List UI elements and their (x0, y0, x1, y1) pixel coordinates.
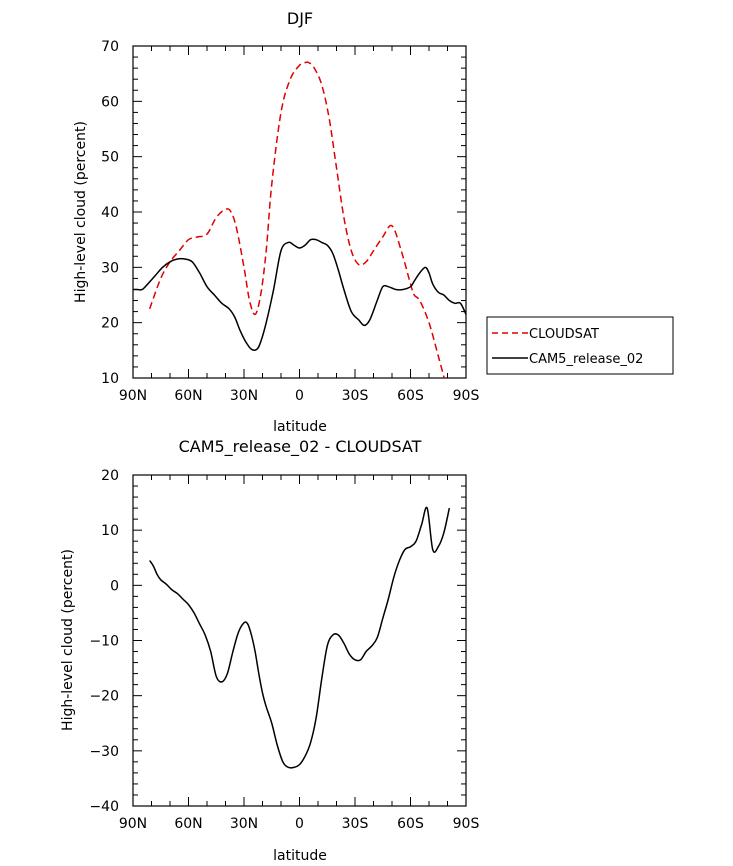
top-panel: DJF 90N 60N 30N 0 30S 60S 90S 10 20 30 40 50 60 70 l… (73, 9, 479, 435)
top-series-line-cloudsat (148, 61, 445, 378)
bottom-panel: CAM5_release_02 - CLOUDSAT 90N 60N 30N 0 30S… (60, 437, 479, 864)
top-x-tick-label: 60N (174, 388, 202, 404)
bottom-series-line-difference (149, 506, 451, 769)
top-y-tick-label: 30 (101, 260, 119, 276)
bottom-x-tick-label: 30S (342, 816, 369, 832)
top-y-tick-labels: 10 20 30 40 50 60 70 (101, 39, 119, 387)
top-x-tick-label: 30N (230, 388, 258, 404)
legend: CLOUDSAT CAM5_release_02 (486, 316, 674, 375)
top-x-tick-label: 60S (397, 388, 424, 404)
bottom-x-tick-label: 30N (230, 816, 258, 832)
top-y-axis-title: High-level cloud (percent) (73, 121, 89, 303)
legend-box (486, 316, 674, 375)
bottom-y-tick-label: −30 (89, 744, 119, 760)
top-y-tick-label: 60 (101, 94, 119, 110)
bottom-y-tick-label: 0 (110, 578, 119, 594)
top-axis-ticks (132, 45, 467, 379)
bottom-x-tick-label: 0 (295, 816, 304, 832)
bottom-x-tick-labels: 90N 60N 30N 0 30S 60S 90S (119, 816, 480, 832)
bottom-y-tick-label: −20 (89, 689, 119, 705)
bottom-x-tick-label: 90N (119, 816, 147, 832)
top-y-tick-label: 40 (101, 205, 119, 221)
bottom-y-tick-labels: −40 −30 −20 −10 0 10 20 (89, 468, 119, 815)
bottom-y-tick-label: 10 (101, 523, 119, 539)
top-y-tick-label: 70 (101, 39, 119, 55)
bottom-x-tick-label: 60S (397, 816, 424, 832)
top-x-tick-label: 30S (342, 388, 369, 404)
top-series-layer (133, 61, 466, 378)
top-y-tick-label: 10 (101, 371, 119, 387)
bottom-axis-ticks (132, 474, 467, 807)
bottom-panel-title: CAM5_release_02 - CLOUDSAT (179, 437, 422, 457)
bottom-x-axis-title: latitude (273, 848, 327, 864)
bottom-x-tick-label: 90S (453, 816, 480, 832)
top-panel-title: DJF (287, 9, 313, 28)
bottom-y-tick-label: −10 (89, 634, 119, 650)
bottom-series-layer (149, 506, 451, 769)
bottom-y-tick-label: −40 (89, 799, 119, 815)
bottom-plot-frame (132, 474, 467, 807)
bottom-x-tick-label: 60N (174, 816, 202, 832)
bottom-y-axis-title: High-level cloud (percent) (60, 549, 76, 731)
top-x-tick-label: 90N (119, 388, 147, 404)
top-x-tick-label: 90S (453, 388, 480, 404)
top-y-tick-label: 20 (101, 316, 119, 332)
top-x-tick-labels: 90N 60N 30N 0 30S 60S 90S (119, 388, 480, 404)
legend-label-cam5: CAM5_release_02 (529, 352, 643, 367)
top-x-axis-title: latitude (273, 419, 327, 435)
legend-label-cloudsat: CLOUDSAT (529, 327, 599, 342)
top-plot-frame (132, 45, 467, 379)
top-x-tick-label: 0 (295, 388, 304, 404)
top-series-line-cam5-release-02 (133, 238, 466, 351)
top-y-tick-label: 50 (101, 150, 119, 166)
bottom-y-tick-label: 20 (101, 468, 119, 484)
